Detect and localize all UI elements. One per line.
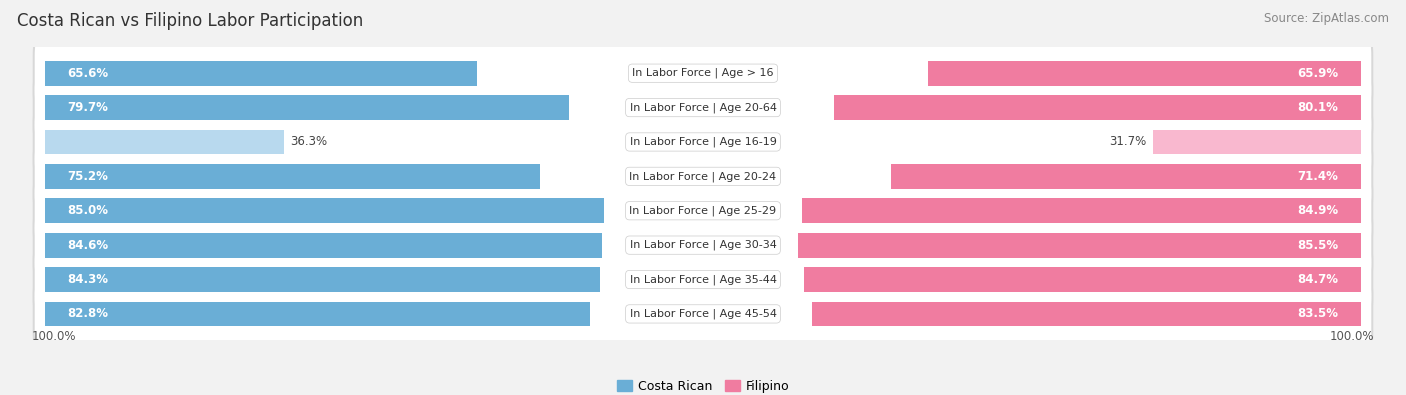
Text: 85.5%: 85.5% — [1298, 239, 1339, 252]
FancyBboxPatch shape — [35, 142, 1371, 211]
FancyBboxPatch shape — [32, 175, 1374, 247]
Bar — [45, 164, 540, 189]
Text: 84.3%: 84.3% — [67, 273, 108, 286]
FancyBboxPatch shape — [35, 177, 1371, 245]
Text: 83.5%: 83.5% — [1298, 307, 1339, 320]
Bar — [45, 95, 569, 120]
Bar — [804, 267, 1361, 292]
Bar — [1153, 130, 1361, 154]
FancyBboxPatch shape — [32, 107, 1374, 178]
FancyBboxPatch shape — [32, 72, 1374, 144]
Text: 84.7%: 84.7% — [1298, 273, 1339, 286]
Bar — [799, 233, 1361, 258]
Text: 31.7%: 31.7% — [1109, 135, 1146, 149]
Text: In Labor Force | Age 30-34: In Labor Force | Age 30-34 — [630, 240, 776, 250]
Bar — [928, 61, 1361, 86]
FancyBboxPatch shape — [35, 245, 1371, 314]
Bar — [834, 95, 1361, 120]
Legend: Costa Rican, Filipino: Costa Rican, Filipino — [612, 375, 794, 395]
Bar — [45, 130, 284, 154]
FancyBboxPatch shape — [32, 210, 1374, 281]
Bar — [891, 164, 1361, 189]
FancyBboxPatch shape — [32, 278, 1374, 350]
Bar — [811, 301, 1361, 326]
Text: 75.2%: 75.2% — [67, 170, 108, 183]
Text: In Labor Force | Age 16-19: In Labor Force | Age 16-19 — [630, 137, 776, 147]
Text: In Labor Force | Age 45-54: In Labor Force | Age 45-54 — [630, 308, 776, 319]
Text: In Labor Force | Age > 16: In Labor Force | Age > 16 — [633, 68, 773, 79]
Bar — [45, 301, 589, 326]
Bar — [45, 61, 477, 86]
Text: 71.4%: 71.4% — [1298, 170, 1339, 183]
Bar — [803, 198, 1361, 223]
FancyBboxPatch shape — [32, 38, 1374, 109]
Text: 82.8%: 82.8% — [67, 307, 108, 320]
FancyBboxPatch shape — [35, 39, 1371, 107]
Bar — [45, 233, 602, 258]
Bar — [45, 267, 599, 292]
FancyBboxPatch shape — [32, 141, 1374, 213]
Text: 100.0%: 100.0% — [1330, 331, 1375, 343]
Text: In Labor Force | Age 35-44: In Labor Force | Age 35-44 — [630, 274, 776, 285]
Text: 85.0%: 85.0% — [67, 204, 108, 217]
Text: 84.6%: 84.6% — [67, 239, 108, 252]
Text: In Labor Force | Age 20-24: In Labor Force | Age 20-24 — [630, 171, 776, 182]
Text: 100.0%: 100.0% — [31, 331, 76, 343]
Text: 84.9%: 84.9% — [1298, 204, 1339, 217]
Text: Costa Rican vs Filipino Labor Participation: Costa Rican vs Filipino Labor Participat… — [17, 12, 363, 30]
FancyBboxPatch shape — [35, 211, 1371, 279]
Text: In Labor Force | Age 20-64: In Labor Force | Age 20-64 — [630, 102, 776, 113]
Text: 65.6%: 65.6% — [67, 67, 108, 80]
Text: In Labor Force | Age 25-29: In Labor Force | Age 25-29 — [630, 205, 776, 216]
FancyBboxPatch shape — [32, 244, 1374, 316]
Text: 36.3%: 36.3% — [290, 135, 328, 149]
Text: Source: ZipAtlas.com: Source: ZipAtlas.com — [1264, 12, 1389, 25]
Text: 79.7%: 79.7% — [67, 101, 108, 114]
Text: 65.9%: 65.9% — [1298, 67, 1339, 80]
FancyBboxPatch shape — [35, 108, 1371, 176]
FancyBboxPatch shape — [35, 73, 1371, 142]
Text: 80.1%: 80.1% — [1298, 101, 1339, 114]
Bar — [45, 198, 605, 223]
FancyBboxPatch shape — [35, 280, 1371, 348]
